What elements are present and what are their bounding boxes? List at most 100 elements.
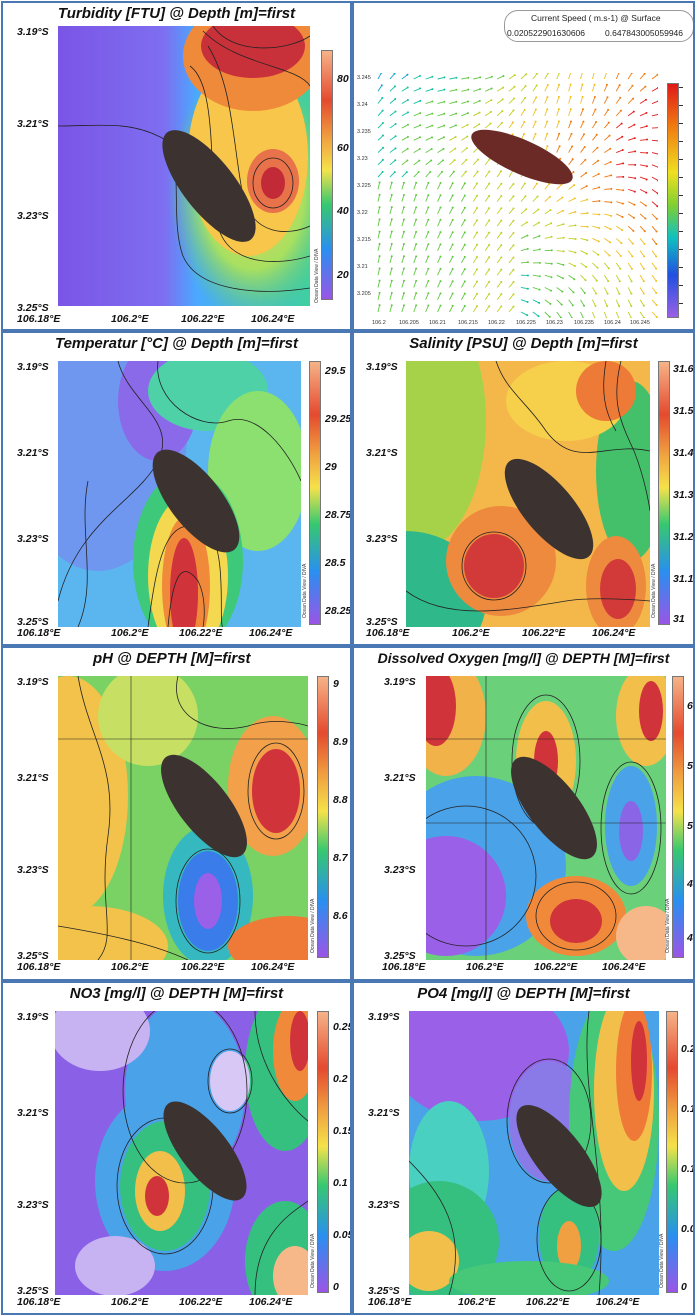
current-y-tick: 3.205 [357,291,371,297]
current-vector [461,112,469,117]
salinity-colorbar [658,361,670,625]
current-vector [616,149,623,153]
current-vector [377,292,381,300]
current-vector [568,73,572,80]
current-vector [449,281,454,288]
current-vector [389,147,396,153]
current-vector-head [415,279,418,282]
current-vector-head [380,84,383,87]
current-vector-head [593,83,596,86]
current-vector [508,232,514,239]
current-vector [520,248,528,252]
current-vector-head [488,194,491,197]
current-vector-head [549,208,552,211]
current-vector [461,159,467,166]
current-vector-head [546,108,549,111]
current-vector-head [382,146,385,149]
current-vector-head [488,207,491,210]
current-vector-head [642,280,645,283]
current-vector [651,299,657,306]
current-vector-head [512,182,515,185]
current-vector [413,171,419,178]
current-vector [425,101,433,104]
current-vector-head [378,255,381,258]
current-vector [532,109,537,116]
current-vector [473,123,480,129]
current-vector-head [610,201,613,204]
no3-colorbar-tick: 0.05 [333,1229,352,1241]
current-vector [592,147,598,153]
current-vector [437,256,441,264]
current-vector [556,274,564,279]
current-vector [627,213,635,219]
current-vector-head [631,242,634,245]
ph-y-tick: 3.23°S [17,864,49,876]
current-vector-head [418,159,421,162]
current-vector [449,268,454,276]
current-vector [377,305,381,313]
no3-panel: NO3 [mg/l] @ DEPTH [M]=first [1,981,352,1315]
current-vector-head [610,187,613,190]
current-vector [389,243,393,251]
current-vector [461,183,466,190]
turbidity-panel: Turbidity [FTU] @ Depth [m]=first [1,1,352,331]
current-vector [544,311,551,318]
current-vector-head [478,123,481,126]
current-vector [484,183,490,190]
current-vector-head [476,231,479,234]
current-vector [580,109,584,116]
current-vector [508,170,513,178]
current-colorbar-tick-mark [679,249,683,250]
current-vector-head [581,108,584,111]
current-vector [472,207,478,215]
current-vector-head [644,204,647,207]
current-vector [449,182,454,190]
current-vector-head [439,194,442,197]
current-vector [484,123,491,129]
current-vector-head [381,109,384,112]
current-vector-head [546,132,549,135]
current-vector-head [378,218,381,221]
current-vector [520,287,528,290]
current-vector-head [585,265,588,268]
current-vector-head [476,243,479,246]
current-vector [508,294,514,301]
current-vector-head [558,73,561,74]
current-vector [532,248,540,252]
current-vector [639,188,647,194]
current-vector [556,287,563,292]
current-vector-head [406,135,409,138]
current-vector [651,87,658,92]
po4-colorbar-tick: 0 [681,1281,687,1293]
current-vector [401,124,409,129]
current-vector [568,133,572,141]
current-vector-head [511,133,514,136]
current-vector-head [488,158,491,161]
temperature-colorbar-tick: 29.25 [325,413,352,425]
current-vector-head [455,76,458,79]
current-vector [628,150,636,154]
current-vector [401,171,408,178]
current-legend-max: 0.647843005059946 [605,28,683,38]
current-vector-head [570,132,573,135]
current-vector [616,225,623,231]
current-vector-head [607,121,610,124]
ph-odv-credit: Ocean Data View / DIVA [310,898,316,953]
current-vector-head [390,242,393,245]
current-vector-head [488,280,491,283]
current-vector-head [378,193,381,196]
current-vector [484,195,490,202]
current-vector-head [525,208,528,211]
current-vector [484,293,490,300]
current-vector [651,250,657,257]
current-vector-head [488,231,491,234]
current-vector-head [488,182,491,185]
temperature-y-tick: 3.19°S [17,361,49,373]
current-vector-head [642,292,645,295]
current-vector [580,262,587,268]
current-vector [580,84,583,92]
current-vector [413,293,417,300]
current-vector [532,133,536,141]
current-vector [449,148,456,153]
current-vector-head [609,228,612,231]
